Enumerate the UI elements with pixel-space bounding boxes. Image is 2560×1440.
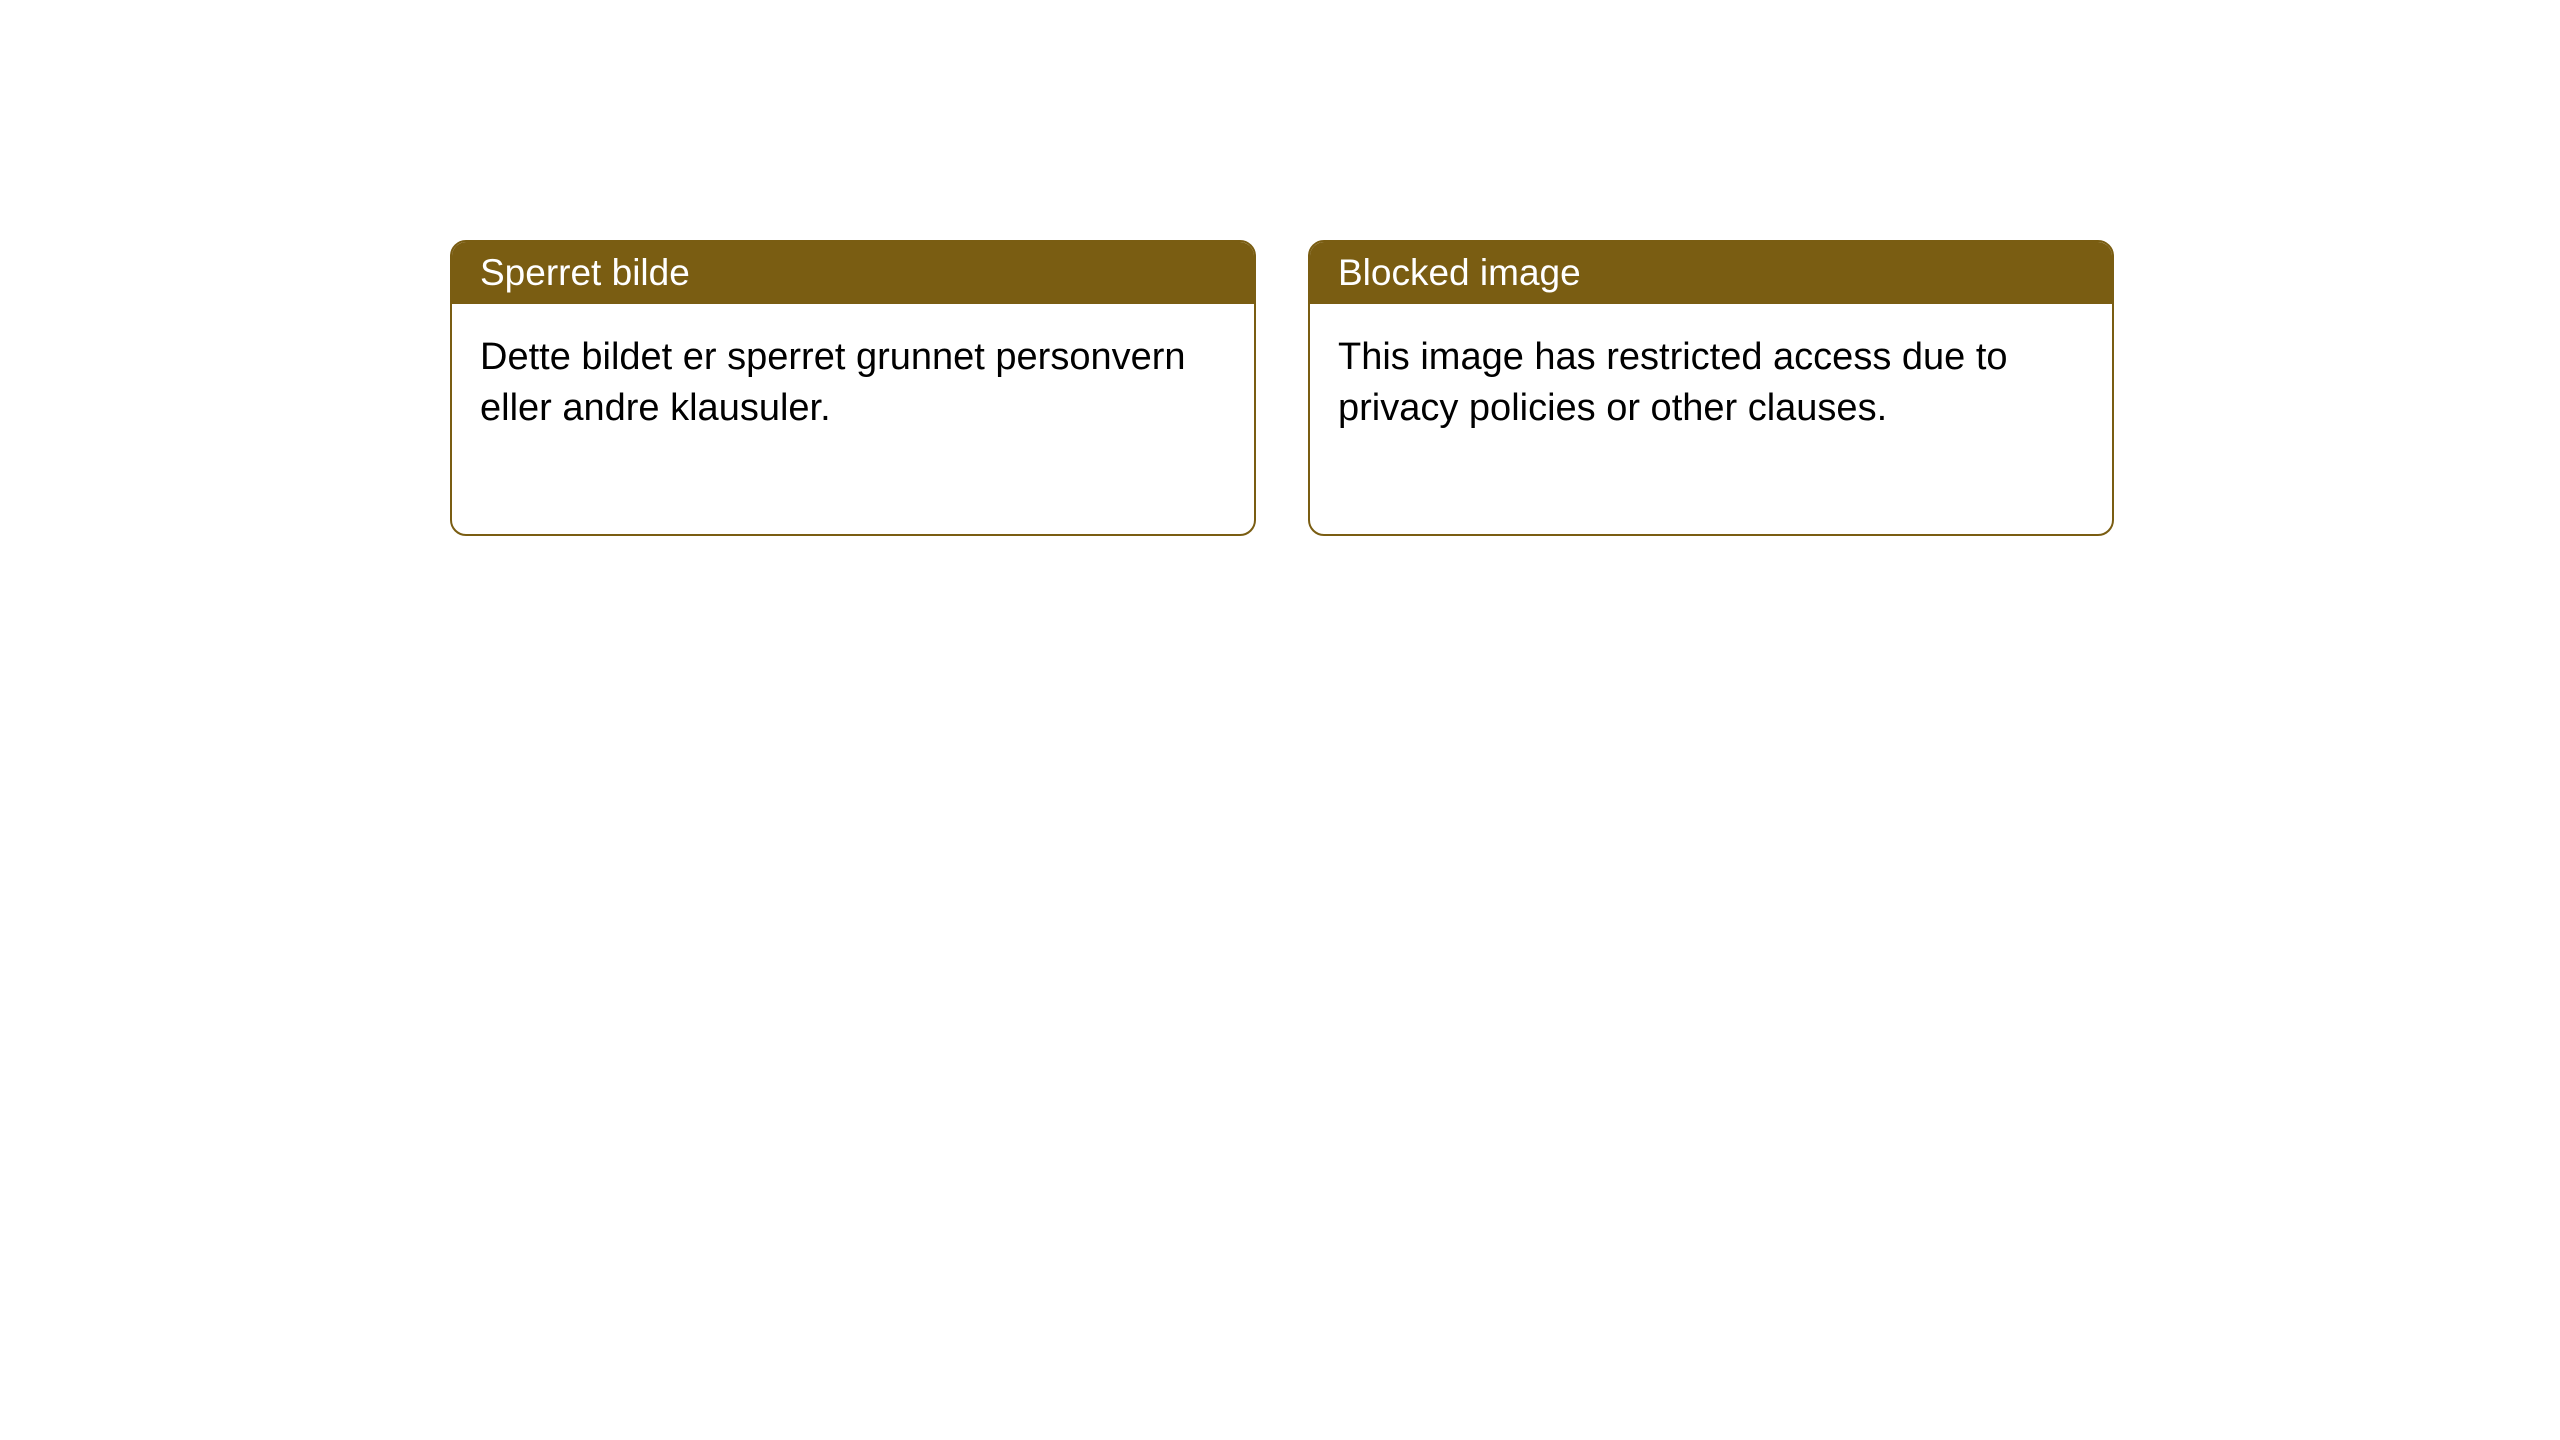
notice-text: Dette bildet er sperret grunnet personve… bbox=[480, 336, 1186, 429]
notice-header: Sperret bilde bbox=[452, 242, 1254, 304]
notice-box-norwegian: Sperret bilde Dette bildet er sperret gr… bbox=[450, 240, 1256, 536]
notice-text: This image has restricted access due to … bbox=[1338, 336, 2008, 429]
notice-body: Dette bildet er sperret grunnet personve… bbox=[452, 304, 1254, 534]
notice-title: Sperret bilde bbox=[480, 252, 690, 293]
notice-header: Blocked image bbox=[1310, 242, 2112, 304]
notice-box-english: Blocked image This image has restricted … bbox=[1308, 240, 2114, 536]
notice-title: Blocked image bbox=[1338, 252, 1581, 293]
notice-container: Sperret bilde Dette bildet er sperret gr… bbox=[0, 0, 2560, 536]
notice-body: This image has restricted access due to … bbox=[1310, 304, 2112, 534]
